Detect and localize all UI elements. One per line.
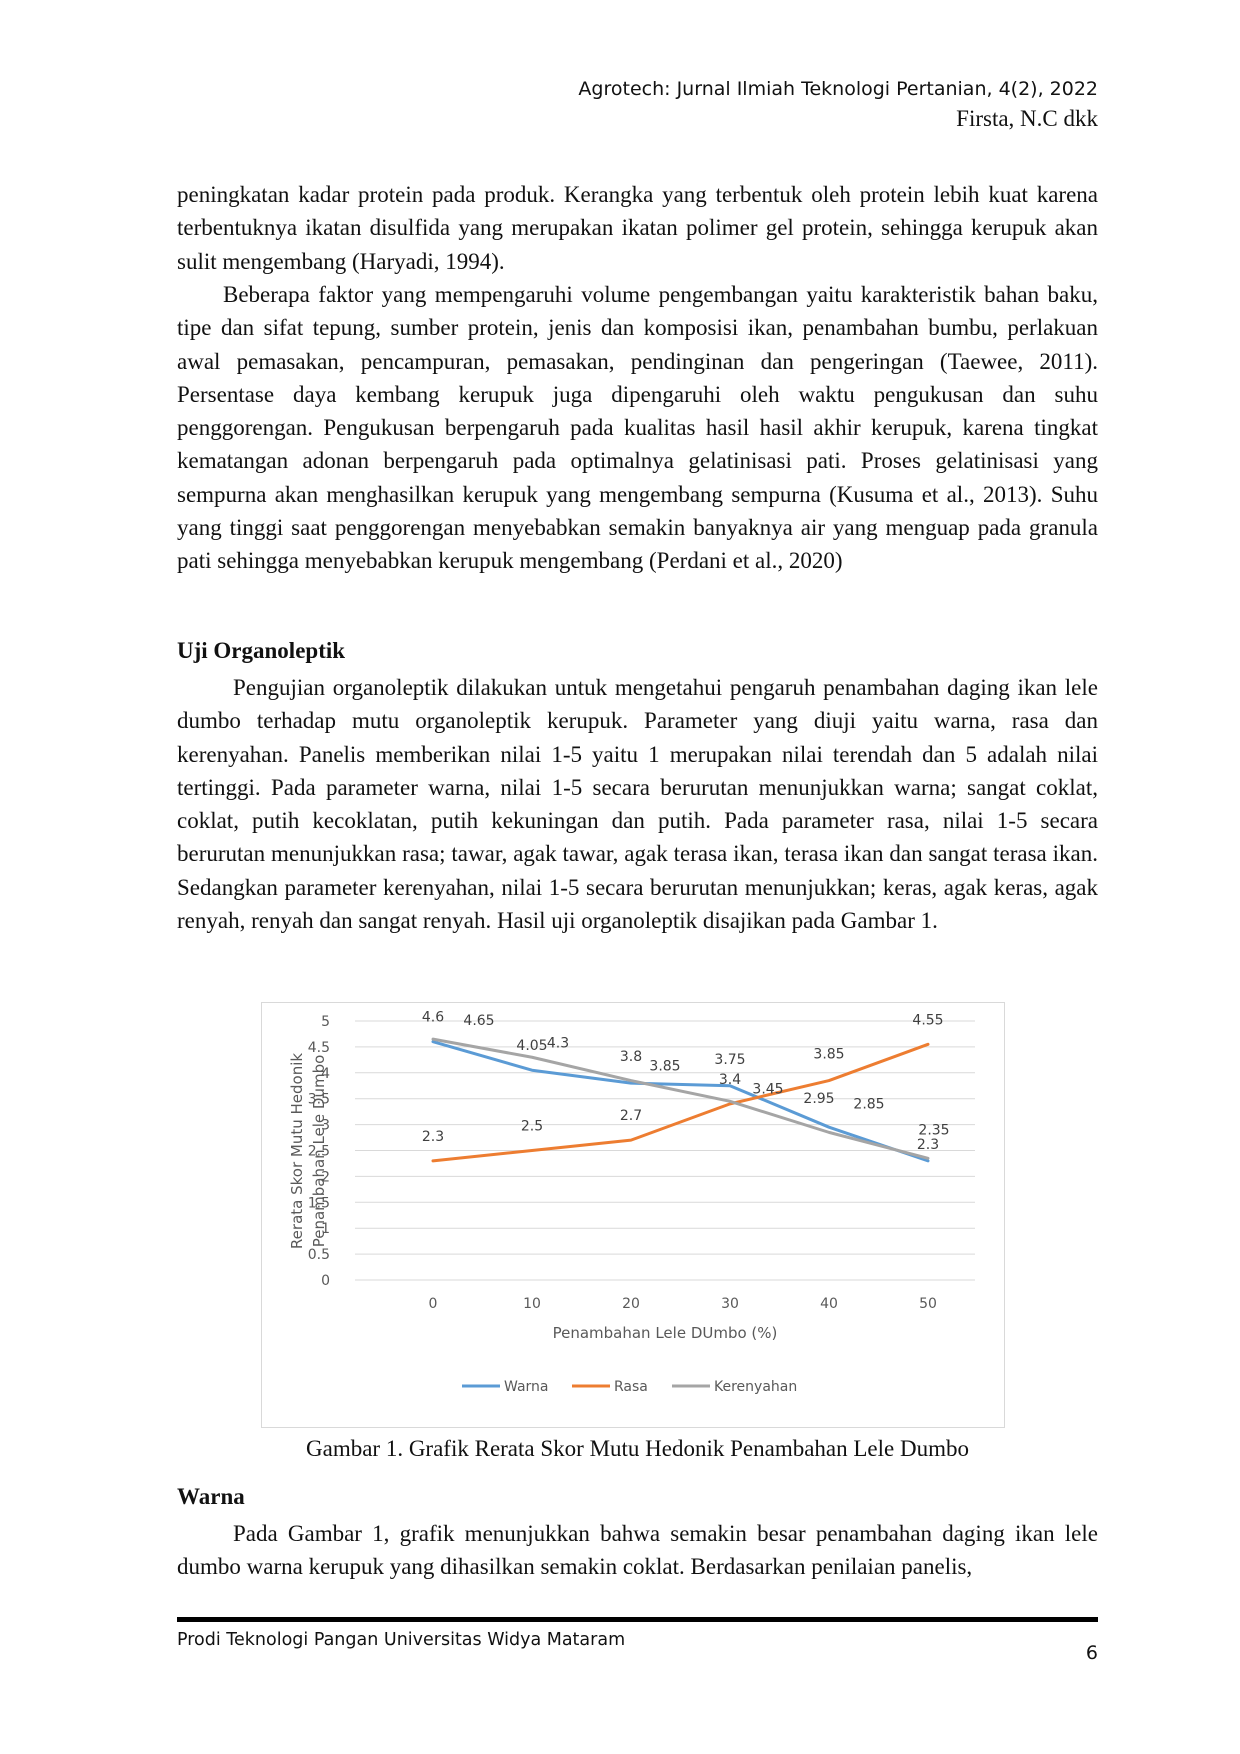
y-axis-title-line-1: Rerata Skor Mutu Hedonik bbox=[288, 1053, 306, 1249]
y-tick-label: 4 bbox=[321, 1066, 330, 1082]
y-tick-label: 1 bbox=[321, 1221, 330, 1237]
data-label-kerenyahan: 4.65 bbox=[463, 1013, 494, 1029]
page-number: 6 bbox=[1085, 1642, 1098, 1664]
x-tick-label: 30 bbox=[721, 1296, 739, 1312]
data-label-rasa: 3.4 bbox=[719, 1072, 741, 1088]
series-line-rasa bbox=[431, 1042, 930, 1163]
legend-label-warna: Warna bbox=[504, 1379, 549, 1395]
legend-label-rasa: Rasa bbox=[614, 1379, 648, 1395]
y-tick-label: 3.5 bbox=[308, 1092, 330, 1108]
x-tick-label: 40 bbox=[820, 1296, 838, 1312]
data-label-warna: 2.95 bbox=[803, 1091, 834, 1107]
figure-caption: Gambar 1. Grafik Rerata Skor Mutu Hedoni… bbox=[306, 1436, 969, 1461]
y-tick-label: 4.5 bbox=[308, 1040, 330, 1056]
data-label-warna: 2.3 bbox=[917, 1137, 939, 1153]
x-tick-label: 50 bbox=[919, 1296, 937, 1312]
paragraph-4: Pada Gambar 1, grafik menunjukkan bahwa … bbox=[177, 1521, 1098, 1580]
y-tick-label: 3 bbox=[321, 1118, 330, 1134]
data-label-warna: 3.8 bbox=[620, 1049, 642, 1065]
x-tick-label: 20 bbox=[622, 1296, 640, 1312]
x-tick-label: 0 bbox=[429, 1296, 438, 1312]
data-label-kerenyahan: 4.3 bbox=[547, 1035, 569, 1051]
footer-divider bbox=[177, 1617, 1098, 1622]
data-label-rasa: 2.7 bbox=[620, 1108, 642, 1124]
y-tick-label: 2.5 bbox=[308, 1144, 330, 1160]
y-axis-title-line-2: Penambahan Lele Dumbo bbox=[310, 1055, 328, 1248]
data-label-kerenyahan: 2.35 bbox=[918, 1122, 949, 1138]
y-tick-label: 0.5 bbox=[308, 1247, 330, 1263]
line-chart: 00.511.522.533.544.550 10 20 30 40 50Penambah… bbox=[288, 1010, 975, 1395]
data-label-warna: 3.75 bbox=[714, 1052, 745, 1068]
figure-chart: 0 0.5 1 1.5 2 2.5 3 3.5 4 4.5 5 0 10 20 30 40 50 Penambah… bbox=[261, 1002, 1005, 1428]
y-tick-label: 1.5 bbox=[308, 1195, 330, 1211]
paragraph-1: peningkatan kadar protein pada produk. K… bbox=[177, 182, 1098, 274]
data-label-kerenyahan: 3.85 bbox=[649, 1059, 680, 1075]
data-label-kerenyahan: 3.45 bbox=[752, 1081, 783, 1097]
legend-label-kerenyahan: Kerenyahan bbox=[714, 1379, 797, 1395]
data-label-rasa: 2.3 bbox=[422, 1129, 444, 1145]
journal-header: Agrotech: Jurnal Ilmiah Teknologi Pertan… bbox=[578, 78, 1098, 100]
data-label-warna: 4.05 bbox=[516, 1038, 547, 1054]
author-header: Firsta, N.C dkk bbox=[956, 106, 1098, 131]
y-tick-label: 5 bbox=[321, 1014, 330, 1030]
data-label-rasa: 3.85 bbox=[813, 1047, 844, 1063]
paragraph-3: Pengujian organoleptik dilakukan untuk m… bbox=[177, 675, 1098, 934]
series-line-warna bbox=[431, 1040, 930, 1163]
x-tick-label: 10 bbox=[523, 1296, 541, 1312]
y-tick-label: 0 bbox=[321, 1273, 330, 1289]
data-label-kerenyahan: 2.85 bbox=[853, 1096, 884, 1112]
data-label-rasa: 4.55 bbox=[912, 1012, 943, 1028]
data-label-rasa: 2.5 bbox=[521, 1119, 543, 1135]
section-heading-warna: Warna bbox=[177, 1484, 245, 1509]
paragraph-2: Beberapa faktor yang mempengaruhi volume… bbox=[177, 282, 1098, 574]
y-tick-label: 2 bbox=[321, 1169, 330, 1185]
x-axis-title: Penambahan Lele DUmbo (%) bbox=[553, 1324, 778, 1342]
series-line-kerenyahan bbox=[431, 1037, 930, 1160]
section-heading-uji-organoleptik: Uji Organoleptik bbox=[177, 638, 346, 663]
footer-institution: Prodi Teknologi Pangan Universitas Widya… bbox=[177, 1630, 626, 1650]
data-label-warna: 4.6 bbox=[422, 1010, 444, 1026]
